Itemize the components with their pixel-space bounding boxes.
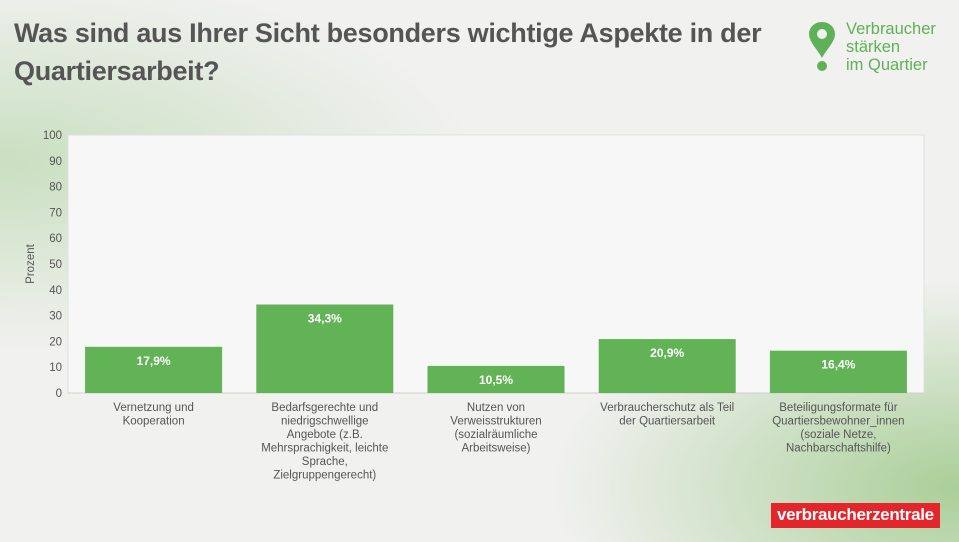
x-tick-label: Vernetzung und: [113, 402, 194, 414]
x-tick-label: Beteiligungsformate für: [779, 402, 897, 414]
y-tick-label: 60: [49, 233, 62, 245]
y-tick-label: 100: [43, 130, 62, 142]
bar: [256, 304, 394, 393]
x-tick-label: Sprache,: [302, 456, 348, 468]
x-tick-label: Verweisstrukturen: [450, 416, 541, 428]
data-label: 17,9%: [137, 354, 171, 368]
x-tick-label: der Quartiersarbeit: [619, 416, 716, 428]
x-tick-label: Bedarfsgerechte und: [271, 402, 378, 414]
y-tick-label: 70: [49, 207, 62, 219]
x-tick-label: (sozialräumliche: [454, 429, 537, 441]
x-tick-label: Angebote (z.B.: [287, 429, 363, 441]
verbraucherzentrale-logo: verbraucherzentrale: [771, 503, 940, 528]
bar: [598, 339, 736, 393]
y-tick-label: 20: [49, 336, 62, 348]
y-tick-label: 80: [49, 182, 62, 194]
y-tick-label: 30: [49, 311, 62, 323]
x-tick-label: Kooperation: [123, 416, 185, 428]
x-tick-label: Arbeitsweise): [461, 443, 530, 455]
chart-title: Was sind aus Ihrer Sicht besonders wicht…: [14, 18, 762, 86]
y-tick-label: 0: [56, 388, 62, 400]
data-label: 20,9%: [650, 346, 684, 360]
logo-line: Verbraucher: [846, 20, 936, 38]
logo-line: im Quartier: [846, 56, 928, 74]
logo-line: stärken: [846, 38, 901, 56]
x-tick-label: Quartiersbewohner_innen: [772, 416, 904, 428]
x-tick-label: Verbraucherschutz als Teil: [600, 402, 734, 414]
bar: [427, 365, 565, 393]
x-tick-label: Nutzen von: [467, 402, 525, 414]
map-pin-icon: [809, 22, 835, 71]
y-tick-label: 10: [49, 362, 62, 374]
data-label: 16,4%: [821, 358, 855, 372]
x-tick-label: Zielgruppengerecht): [273, 470, 376, 482]
y-axis-label: Prozent: [25, 243, 37, 283]
data-label: 10,5%: [479, 373, 513, 387]
bar: [85, 346, 223, 393]
data-label: 34,3%: [308, 312, 342, 326]
x-tick-label: niedrigschwellige: [281, 416, 369, 428]
y-tick-label: 40: [49, 285, 62, 297]
y-tick-label: 90: [49, 156, 62, 168]
x-tick-label: Mehrsprachigkeit, leichte: [261, 443, 388, 455]
x-tick-label: Nachbarschaftshilfe): [786, 443, 891, 455]
bar: [769, 350, 907, 393]
y-tick-label: 50: [49, 259, 62, 271]
x-tick-label: (soziale Netze,: [800, 429, 876, 441]
